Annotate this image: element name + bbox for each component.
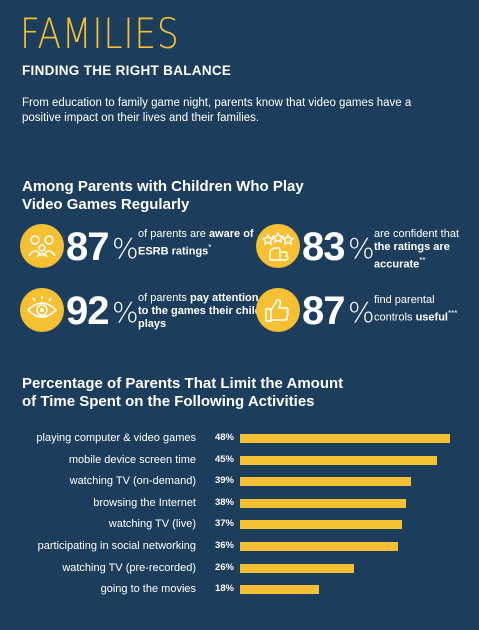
- stat-description: of parents are aware of ESRB ratings*: [138, 228, 254, 258]
- bar-category-label: watching TV (on-demand): [69, 475, 196, 488]
- stat-value: 87: [302, 289, 345, 333]
- bar-category-label: participating in social networking: [37, 540, 196, 552]
- bar-category-label: watching TV (live): [108, 518, 196, 531]
- stat-description: are confident that the ratings are accur…: [374, 228, 460, 271]
- bar-value-label: 38%: [214, 496, 234, 508]
- section-title-line: Video Games Regularly: [22, 196, 190, 213]
- family-icon: [20, 224, 64, 268]
- bar: [240, 585, 319, 595]
- bar-category-label: mobile device screen time: [68, 453, 196, 466]
- thumbs-up-icon: [256, 288, 300, 332]
- stat-esrb-awareness: 87 % of parents are aware of ESRB rating…: [20, 224, 254, 270]
- stat-unit: %: [112, 296, 139, 329]
- bar-category-label: browsing the Internet: [93, 496, 196, 509]
- bar-value-label: 18%: [214, 583, 234, 595]
- section-title-parents: Among Parents with Children Who Play Vid…: [22, 178, 422, 214]
- page-subtitle: FINDING THE RIGHT BALANCE: [22, 63, 232, 78]
- stat-value: 83: [302, 225, 345, 269]
- bar-value-label: 37%: [214, 518, 234, 530]
- bar: [240, 542, 398, 551]
- stat-unit: %: [348, 232, 375, 265]
- eye-icon: [20, 288, 64, 332]
- stat-attention-to-games: 92 % of parents pay attention to the gam…: [20, 288, 261, 334]
- bar: [240, 455, 437, 465]
- star-rating-icon: [256, 224, 300, 268]
- page-title: FAMILIES: [20, 9, 180, 58]
- bar: [240, 520, 402, 530]
- bar-category-label: playing computer & video games: [36, 432, 196, 444]
- stat-parental-controls: 87 % find parental controls useful***: [256, 288, 466, 334]
- bar-value-label: 26%: [214, 561, 234, 573]
- chart-title-line: of Time Spent on the Following Activitie…: [22, 393, 315, 410]
- stat-unit: %: [112, 232, 139, 265]
- intro-text: From education to family game night, par…: [22, 97, 412, 124]
- bar: [240, 477, 411, 487]
- stat-description: find parental controls useful***: [374, 294, 458, 324]
- bar-category-label: going to the movies: [100, 583, 196, 596]
- chart-title-line: Percentage of Parents That Limit the Amo…: [22, 375, 344, 392]
- bar-value-label: 45%: [214, 453, 234, 465]
- section-title-line: Among Parents with Children Who Play: [22, 178, 304, 195]
- stat-ratings-accuracy: 83 % are confident that the ratings are …: [256, 224, 466, 271]
- chart-title: Percentage of Parents That Limit the Amo…: [22, 375, 422, 411]
- stat-value: 87: [66, 225, 109, 269]
- stat-unit: %: [348, 296, 375, 329]
- stat-description: of parents pay attention to the games th…: [138, 292, 262, 330]
- bar: [240, 498, 407, 508]
- bar-value-label: 39%: [214, 475, 234, 487]
- bar-value-label: 36%: [214, 540, 234, 551]
- bar: [240, 434, 450, 443]
- bar-value-label: 48%: [214, 432, 234, 443]
- bar-category-label: watching TV (pre-recorded): [62, 561, 196, 574]
- stat-value: 92: [66, 289, 109, 333]
- bar: [240, 563, 354, 573]
